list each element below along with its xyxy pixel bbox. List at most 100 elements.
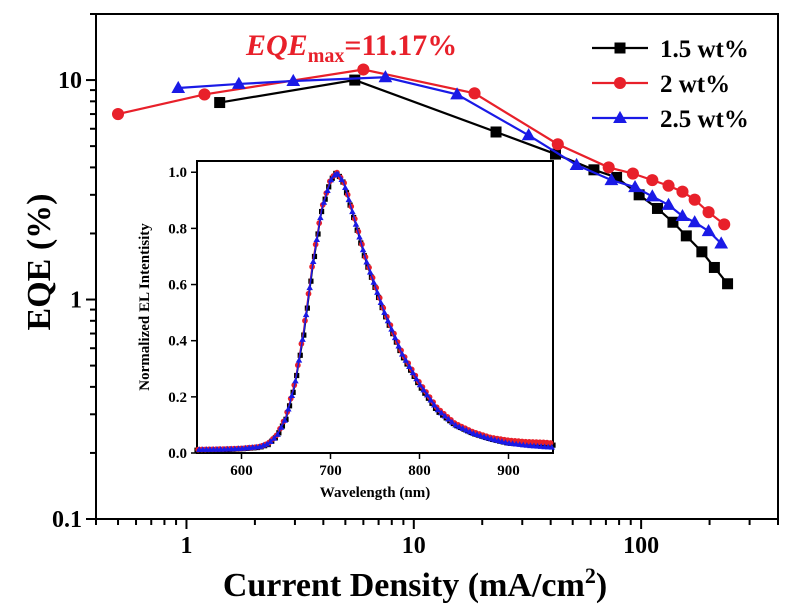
inset-data-point — [536, 442, 542, 448]
inset-data-point — [402, 357, 410, 363]
main-axis-ticks: 1 10 100 0.1 1 10 — [52, 13, 779, 559]
inset-data-point — [434, 406, 442, 413]
inset-y-tick-label: 0.2 — [168, 390, 187, 406]
inset-data-point — [377, 299, 385, 305]
data-point — [569, 157, 584, 170]
inset-y-tick-label: 0.8 — [168, 221, 187, 237]
inset-data-point — [288, 392, 296, 399]
inset-data-point — [267, 438, 274, 444]
data-point — [231, 76, 246, 89]
inset-y-tick-label: 0.6 — [168, 278, 187, 294]
inset-data-point — [395, 342, 402, 349]
inset-x-tick-label: 700 — [319, 463, 342, 479]
x-tick-label: 100 — [623, 533, 659, 559]
inset-data-point — [416, 381, 424, 388]
data-point — [702, 206, 715, 219]
data-point — [661, 197, 676, 210]
x-tick-label: 10 — [402, 533, 426, 559]
inset-data-point — [277, 424, 285, 430]
inset-data-point — [409, 369, 417, 376]
data-point — [687, 215, 702, 228]
inset-data-point — [324, 187, 331, 194]
legend-label: 2.5 wt% — [660, 106, 749, 133]
data-point — [111, 108, 125, 121]
inset-data-point — [484, 434, 491, 441]
inset-data-point — [263, 440, 271, 447]
inset-data-point — [398, 350, 406, 357]
inset-data-point — [470, 430, 477, 436]
inset-y-axis-label: Normalized EL Intentisity — [137, 223, 153, 391]
inset-data-point — [466, 428, 474, 435]
inset-data-point — [388, 325, 395, 332]
x-tick-label: 1 — [180, 533, 192, 559]
inset-y-tick-label: 1.0 — [168, 165, 187, 181]
data-point — [662, 179, 675, 192]
inset-data-point — [317, 214, 324, 221]
y-tick-label: 10 — [58, 68, 82, 94]
y-tick-label: 1 — [70, 288, 82, 314]
inset-data-point — [406, 363, 413, 369]
inset-data-point — [413, 375, 420, 382]
inset-data-point — [327, 176, 335, 183]
data-point — [628, 180, 642, 193]
data-point — [602, 161, 615, 174]
eqe-annotation-label: EQE — [245, 29, 308, 62]
y-axis-label: EQE (%) — [21, 194, 58, 331]
inset-data-point — [384, 317, 392, 324]
inset-data-point — [455, 423, 463, 430]
series-square — [214, 74, 734, 290]
inset-data-point — [270, 434, 278, 441]
inset-y-tick-label: 0.4 — [168, 334, 187, 350]
inset-data-point — [548, 443, 556, 450]
inset-data-point — [338, 176, 345, 183]
inset-data-point — [306, 284, 313, 291]
inset-data-point — [448, 418, 456, 425]
legend: 1.5 wt% 2 wt% 2.5 wt% — [592, 36, 749, 133]
data-point — [468, 87, 481, 100]
inset-data-point — [359, 246, 367, 253]
inset-data-point — [423, 391, 431, 398]
inset-x-tick-label: 600 — [230, 463, 253, 479]
data-point — [588, 164, 600, 176]
series-triangle — [171, 70, 729, 249]
inset-data-point — [441, 412, 449, 419]
inset-y-tick-label: 0.0 — [168, 446, 187, 462]
legend-marker — [613, 110, 627, 123]
data-point — [521, 128, 536, 141]
inset-frame — [196, 160, 554, 454]
inset-axis-ticks: 600 700 800 900 0.0 0.2 0.4 0.6 0.8 1.0 — [168, 165, 520, 479]
inset-data-point — [370, 279, 378, 285]
legend-label: 1.5 wt% — [660, 36, 749, 63]
data-point — [667, 216, 679, 228]
legend-label: 2 wt% — [660, 71, 730, 98]
data-point — [450, 87, 464, 100]
inset-data-point — [299, 336, 306, 342]
data-point — [688, 193, 701, 206]
inset-data-point — [550, 442, 556, 448]
inset-series-group — [194, 169, 556, 453]
data-point — [490, 126, 502, 138]
data-point — [651, 202, 663, 214]
inset-data-point — [420, 386, 427, 393]
inset-data-point — [302, 311, 310, 318]
inset-data-point — [356, 233, 363, 240]
inset-data-point — [363, 258, 370, 265]
data-point — [357, 63, 370, 76]
eqe-annotation-value: =11.17% — [344, 29, 457, 62]
data-point — [680, 230, 692, 242]
data-point — [549, 148, 561, 160]
data-point — [714, 236, 729, 249]
data-point — [214, 97, 226, 109]
data-point — [171, 80, 186, 93]
data-point — [722, 278, 734, 290]
inset-data-point — [309, 258, 317, 264]
main-series-group — [111, 63, 734, 290]
data-point — [701, 223, 716, 237]
inset-data-point — [452, 421, 459, 428]
data-point — [676, 185, 689, 198]
inset-data-point — [445, 415, 452, 422]
inset-data-point — [342, 184, 349, 191]
inset-data-point — [463, 426, 470, 433]
data-point — [349, 74, 361, 86]
